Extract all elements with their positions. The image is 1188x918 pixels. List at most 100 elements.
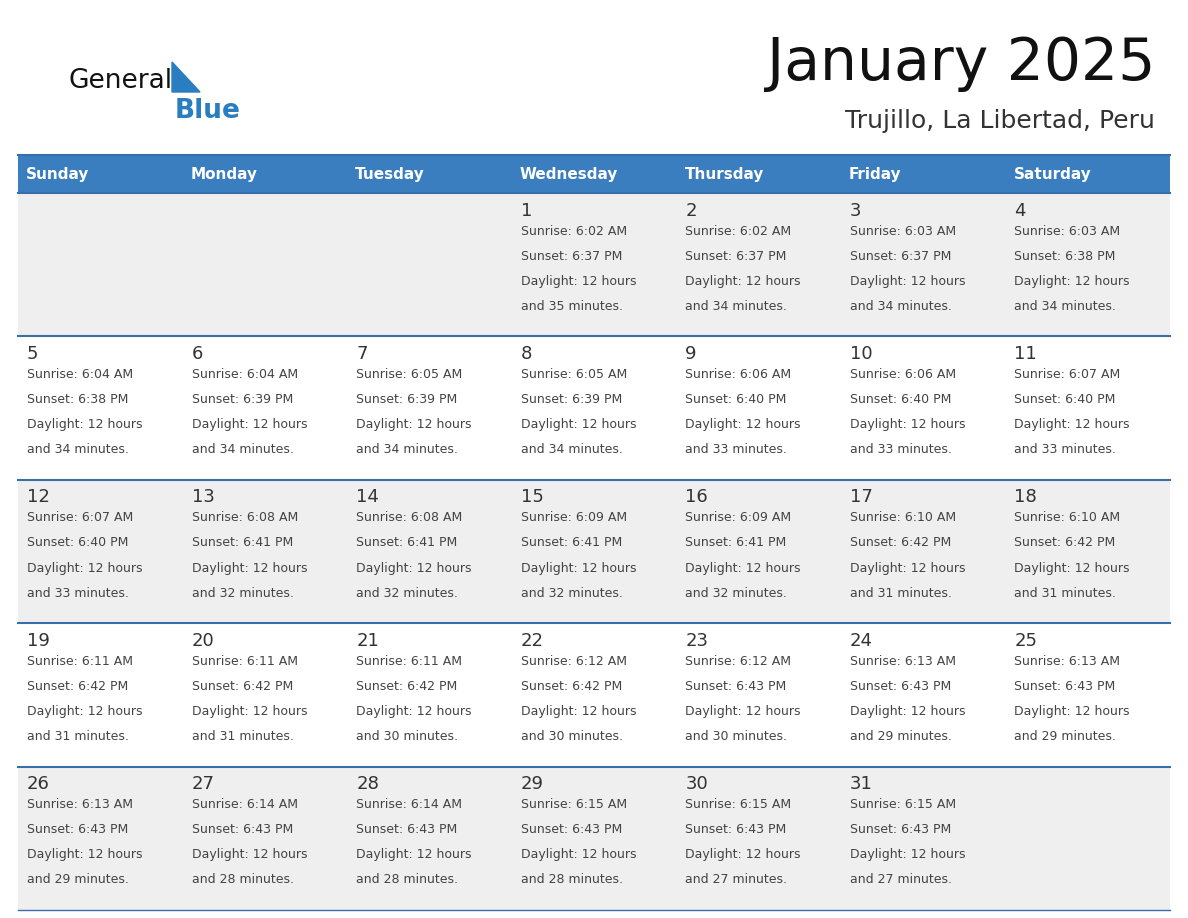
Bar — [18, 623, 1170, 767]
Text: Sunset: 6:41 PM: Sunset: 6:41 PM — [356, 536, 457, 550]
Text: Tuesday: Tuesday — [355, 166, 425, 182]
Text: 28: 28 — [356, 775, 379, 793]
Text: 20: 20 — [191, 632, 214, 650]
Text: Sunset: 6:43 PM: Sunset: 6:43 PM — [849, 680, 952, 693]
Text: Sunrise: 6:13 AM: Sunrise: 6:13 AM — [849, 655, 956, 667]
Text: and 31 minutes.: and 31 minutes. — [191, 730, 293, 743]
Text: 22: 22 — [520, 632, 544, 650]
Text: Daylight: 12 hours: Daylight: 12 hours — [27, 418, 143, 431]
Text: Sunrise: 6:04 AM: Sunrise: 6:04 AM — [27, 368, 133, 381]
Text: Sunset: 6:41 PM: Sunset: 6:41 PM — [520, 536, 623, 550]
Text: 6: 6 — [191, 345, 203, 363]
Text: Daylight: 12 hours: Daylight: 12 hours — [27, 848, 143, 861]
Text: Sunset: 6:38 PM: Sunset: 6:38 PM — [27, 393, 128, 406]
Text: Sunset: 6:42 PM: Sunset: 6:42 PM — [849, 536, 952, 550]
Text: Sunrise: 6:04 AM: Sunrise: 6:04 AM — [191, 368, 298, 381]
Text: and 33 minutes.: and 33 minutes. — [1015, 443, 1117, 456]
Text: Daylight: 12 hours: Daylight: 12 hours — [685, 705, 801, 718]
Text: Daylight: 12 hours: Daylight: 12 hours — [849, 705, 966, 718]
Text: Sunrise: 6:08 AM: Sunrise: 6:08 AM — [356, 511, 462, 524]
Text: Sunrise: 6:14 AM: Sunrise: 6:14 AM — [356, 798, 462, 812]
Text: Sunset: 6:43 PM: Sunset: 6:43 PM — [520, 823, 623, 836]
Text: 11: 11 — [1015, 345, 1037, 363]
Text: 9: 9 — [685, 345, 697, 363]
Bar — [676, 155, 841, 193]
Polygon shape — [172, 62, 200, 92]
Text: 4: 4 — [1015, 202, 1026, 219]
Text: Daylight: 12 hours: Daylight: 12 hours — [1015, 418, 1130, 431]
Text: Daylight: 12 hours: Daylight: 12 hours — [520, 274, 637, 287]
Bar — [1005, 155, 1170, 193]
Text: Sunrise: 6:14 AM: Sunrise: 6:14 AM — [191, 798, 298, 812]
Text: 14: 14 — [356, 488, 379, 507]
Text: and 34 minutes.: and 34 minutes. — [520, 443, 623, 456]
Text: Sunset: 6:42 PM: Sunset: 6:42 PM — [1015, 536, 1116, 550]
Text: Sunrise: 6:03 AM: Sunrise: 6:03 AM — [1015, 225, 1120, 238]
Text: Sunset: 6:43 PM: Sunset: 6:43 PM — [191, 823, 293, 836]
Text: and 28 minutes.: and 28 minutes. — [356, 873, 459, 887]
Text: Sunrise: 6:06 AM: Sunrise: 6:06 AM — [849, 368, 956, 381]
Text: Sunrise: 6:11 AM: Sunrise: 6:11 AM — [191, 655, 298, 667]
Text: Sunset: 6:43 PM: Sunset: 6:43 PM — [1015, 680, 1116, 693]
Text: and 31 minutes.: and 31 minutes. — [1015, 587, 1117, 599]
Bar — [18, 480, 1170, 623]
Text: Sunrise: 6:15 AM: Sunrise: 6:15 AM — [520, 798, 627, 812]
Text: Daylight: 12 hours: Daylight: 12 hours — [849, 848, 966, 861]
Text: and 34 minutes.: and 34 minutes. — [685, 300, 788, 313]
Text: Sunset: 6:43 PM: Sunset: 6:43 PM — [356, 823, 457, 836]
Text: Sunday: Sunday — [26, 166, 89, 182]
Text: Blue: Blue — [175, 98, 241, 124]
Text: and 32 minutes.: and 32 minutes. — [685, 587, 788, 599]
Text: and 32 minutes.: and 32 minutes. — [520, 587, 623, 599]
Text: and 33 minutes.: and 33 minutes. — [27, 587, 129, 599]
Text: Sunset: 6:42 PM: Sunset: 6:42 PM — [520, 680, 623, 693]
Text: Sunset: 6:40 PM: Sunset: 6:40 PM — [1015, 393, 1116, 406]
Text: Sunrise: 6:05 AM: Sunrise: 6:05 AM — [356, 368, 462, 381]
Text: Sunrise: 6:10 AM: Sunrise: 6:10 AM — [849, 511, 956, 524]
Text: Sunrise: 6:02 AM: Sunrise: 6:02 AM — [520, 225, 627, 238]
Text: Sunset: 6:41 PM: Sunset: 6:41 PM — [191, 536, 293, 550]
Text: 23: 23 — [685, 632, 708, 650]
Text: Sunset: 6:41 PM: Sunset: 6:41 PM — [685, 536, 786, 550]
Text: Monday: Monday — [191, 166, 258, 182]
Text: and 28 minutes.: and 28 minutes. — [191, 873, 293, 887]
Text: Daylight: 12 hours: Daylight: 12 hours — [356, 848, 472, 861]
Text: Sunset: 6:37 PM: Sunset: 6:37 PM — [849, 250, 952, 263]
Text: Sunrise: 6:07 AM: Sunrise: 6:07 AM — [27, 511, 133, 524]
Text: and 30 minutes.: and 30 minutes. — [356, 730, 459, 743]
Text: 13: 13 — [191, 488, 215, 507]
Bar — [841, 155, 1005, 193]
Text: Sunrise: 6:12 AM: Sunrise: 6:12 AM — [520, 655, 627, 667]
Text: Thursday: Thursday — [684, 166, 764, 182]
Text: Sunrise: 6:06 AM: Sunrise: 6:06 AM — [685, 368, 791, 381]
Text: Sunset: 6:39 PM: Sunset: 6:39 PM — [356, 393, 457, 406]
Text: Sunrise: 6:08 AM: Sunrise: 6:08 AM — [191, 511, 298, 524]
Text: 19: 19 — [27, 632, 50, 650]
Text: #111111: #111111 — [65, 67, 71, 68]
Text: and 34 minutes.: and 34 minutes. — [849, 300, 952, 313]
Text: Sunrise: 6:05 AM: Sunrise: 6:05 AM — [520, 368, 627, 381]
Text: and 31 minutes.: and 31 minutes. — [27, 730, 129, 743]
Text: 7: 7 — [356, 345, 368, 363]
Text: Sunset: 6:40 PM: Sunset: 6:40 PM — [685, 393, 786, 406]
Bar — [18, 193, 1170, 336]
Text: Sunrise: 6:03 AM: Sunrise: 6:03 AM — [849, 225, 956, 238]
Text: Daylight: 12 hours: Daylight: 12 hours — [520, 562, 637, 575]
Text: Daylight: 12 hours: Daylight: 12 hours — [685, 418, 801, 431]
Text: and 31 minutes.: and 31 minutes. — [849, 587, 952, 599]
Text: Daylight: 12 hours: Daylight: 12 hours — [849, 562, 966, 575]
Text: 1: 1 — [520, 202, 532, 219]
Bar — [18, 155, 183, 193]
Text: Sunrise: 6:02 AM: Sunrise: 6:02 AM — [685, 225, 791, 238]
Text: Sunrise: 6:10 AM: Sunrise: 6:10 AM — [1015, 511, 1120, 524]
Text: Daylight: 12 hours: Daylight: 12 hours — [685, 562, 801, 575]
Bar — [512, 155, 676, 193]
Text: Daylight: 12 hours: Daylight: 12 hours — [520, 418, 637, 431]
Text: 2: 2 — [685, 202, 697, 219]
Text: Sunrise: 6:11 AM: Sunrise: 6:11 AM — [356, 655, 462, 667]
Text: and 33 minutes.: and 33 minutes. — [685, 443, 788, 456]
Text: 10: 10 — [849, 345, 872, 363]
Text: 29: 29 — [520, 775, 544, 793]
Text: Sunrise: 6:09 AM: Sunrise: 6:09 AM — [520, 511, 627, 524]
Text: January 2025: January 2025 — [766, 35, 1155, 92]
